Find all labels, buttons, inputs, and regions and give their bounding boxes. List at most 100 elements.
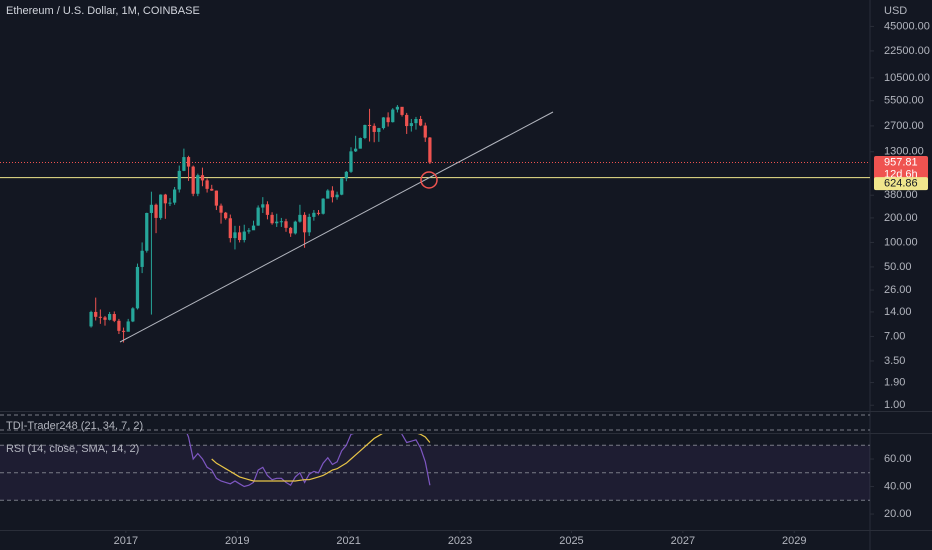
candle-body	[163, 194, 167, 204]
y-tick-label: 2700.00	[884, 120, 924, 132]
candle-body	[340, 178, 344, 195]
y-tick-label: 60.00	[884, 453, 912, 465]
candle-body	[298, 214, 302, 222]
rsi-line	[186, 434, 431, 488]
candle-body	[140, 250, 144, 267]
price-pane	[0, 105, 870, 343]
candle-body	[372, 125, 376, 132]
x-tick-label: 2023	[448, 535, 472, 547]
candle-body	[191, 166, 195, 194]
candle-body	[367, 124, 372, 126]
y-tick-label: 45000.00	[884, 20, 930, 32]
candle-body	[265, 204, 270, 215]
candle-body	[377, 128, 381, 132]
candle-body	[330, 190, 335, 198]
y-tick-label: 3.50	[884, 355, 905, 367]
trend-line	[119, 111, 554, 343]
last-price-box	[874, 156, 928, 182]
candle-body	[293, 221, 297, 234]
y-tick-label: 1.90	[884, 376, 905, 388]
candle-body	[145, 212, 149, 251]
y-tick-label: 10500.00	[884, 72, 930, 84]
currency-label: USD	[884, 5, 907, 17]
y-tick-label: 1.00	[884, 399, 905, 411]
candle-body	[247, 230, 251, 232]
candle-body	[224, 212, 228, 219]
candle-body	[363, 124, 367, 138]
candle-body	[108, 314, 112, 320]
candle-body	[275, 221, 279, 224]
candle-body	[284, 221, 288, 228]
candle-body	[423, 125, 427, 138]
indicator-title: RSI (14, close, SMA, 14, 2)	[6, 443, 139, 455]
candle-body	[391, 109, 395, 123]
x-tick-label: 2017	[114, 535, 138, 547]
y-tick-label: 100.00	[884, 236, 918, 248]
candle-body	[98, 316, 102, 318]
last-price-label: 957.81	[884, 156, 918, 168]
candle-body	[205, 180, 209, 189]
candle-body	[210, 188, 214, 191]
candle-body	[159, 194, 163, 218]
indicator-title: TDI-Trader248 (21, 34, 7, 2)	[6, 420, 143, 432]
candle-body	[409, 123, 413, 127]
rsi-pane	[0, 434, 870, 501]
candle-body	[251, 225, 256, 231]
candle-body	[349, 151, 353, 172]
candle-body	[149, 204, 154, 213]
candle-body	[261, 204, 265, 208]
candle-body	[200, 175, 205, 181]
candle-body	[418, 118, 423, 126]
candle-body	[177, 170, 181, 190]
x-tick-label: 2021	[336, 535, 360, 547]
candle-body	[228, 218, 232, 239]
candle-body	[344, 171, 348, 179]
chart-title: Ethereum / U.S. Dollar, 1M, COINBASE	[6, 5, 200, 17]
candle-body	[121, 330, 126, 332]
candle-body	[237, 232, 242, 241]
y-tick-label: 40.00	[884, 480, 912, 492]
rsi-line	[211, 434, 431, 482]
y-tick-label: 22500.00	[884, 45, 930, 57]
candle-body	[395, 106, 400, 110]
x-tick-label: 2027	[671, 535, 695, 547]
candle-body	[126, 321, 130, 332]
candle-body	[219, 205, 223, 213]
candle-body	[326, 190, 330, 199]
candle-body	[89, 311, 93, 327]
candle-body	[312, 212, 316, 217]
y-tick-label: 5500.00	[884, 95, 924, 107]
candle-body	[214, 190, 219, 206]
candle-body	[182, 157, 186, 171]
candle-body	[302, 214, 307, 233]
candle-body	[270, 214, 274, 224]
candle-body	[186, 157, 191, 167]
candle-body	[335, 194, 339, 198]
y-tick-label: 200.00	[884, 212, 918, 224]
hline-price-box	[874, 177, 928, 191]
candle-body	[358, 137, 362, 149]
x-tick-label: 2025	[559, 535, 583, 547]
candle-body	[131, 308, 135, 322]
candle-body	[289, 227, 293, 234]
candle-body	[354, 148, 358, 152]
candle-body	[414, 118, 418, 124]
candle-body	[321, 198, 325, 214]
y-tick-label: 7.00	[884, 330, 905, 342]
candle-body	[154, 204, 158, 218]
candle-body	[103, 317, 107, 320]
candle-body	[386, 117, 390, 123]
candle-body	[233, 232, 237, 239]
candle-body	[172, 189, 177, 203]
candle-body	[168, 202, 172, 204]
candle-body	[381, 117, 386, 129]
candle-body	[307, 216, 311, 233]
candle-body	[428, 137, 432, 163]
candle-body	[256, 207, 260, 226]
candle-body	[279, 221, 283, 223]
y-tick-label: 50.00	[884, 261, 912, 273]
x-tick-label: 2029	[782, 535, 806, 547]
candle-body	[242, 231, 246, 241]
y-tick-label: 14.00	[884, 306, 912, 318]
